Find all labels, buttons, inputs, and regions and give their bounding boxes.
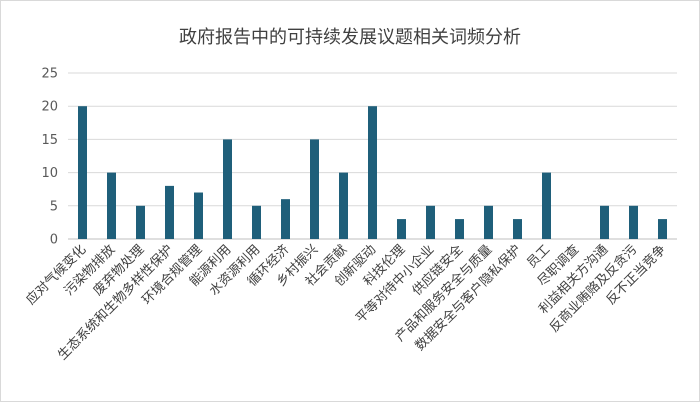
bar xyxy=(629,205,638,239)
bar xyxy=(397,219,406,239)
bar xyxy=(310,139,319,239)
y-tick-label: 0 xyxy=(50,233,58,248)
bar xyxy=(107,172,116,239)
y-tick-label: 25 xyxy=(41,67,58,82)
bar xyxy=(339,172,348,239)
bar xyxy=(658,219,667,239)
chart-title: 政府报告中的可持续发展议题相关词频分析 xyxy=(179,27,521,48)
bar xyxy=(136,205,145,239)
bar xyxy=(484,205,493,239)
bar xyxy=(281,199,290,239)
y-tick-label: 20 xyxy=(41,100,58,115)
y-tick-label: 5 xyxy=(50,199,58,214)
bar xyxy=(426,205,435,239)
bar xyxy=(194,192,203,239)
bar xyxy=(78,106,87,239)
bar xyxy=(165,185,174,239)
y-tick-label: 10 xyxy=(41,166,58,181)
bar xyxy=(542,172,551,239)
bar xyxy=(368,106,377,239)
y-tick-label: 15 xyxy=(41,133,58,148)
bar xyxy=(252,205,261,239)
bar xyxy=(223,139,232,239)
bar xyxy=(600,205,609,239)
bar xyxy=(455,219,464,239)
bar xyxy=(513,219,522,239)
